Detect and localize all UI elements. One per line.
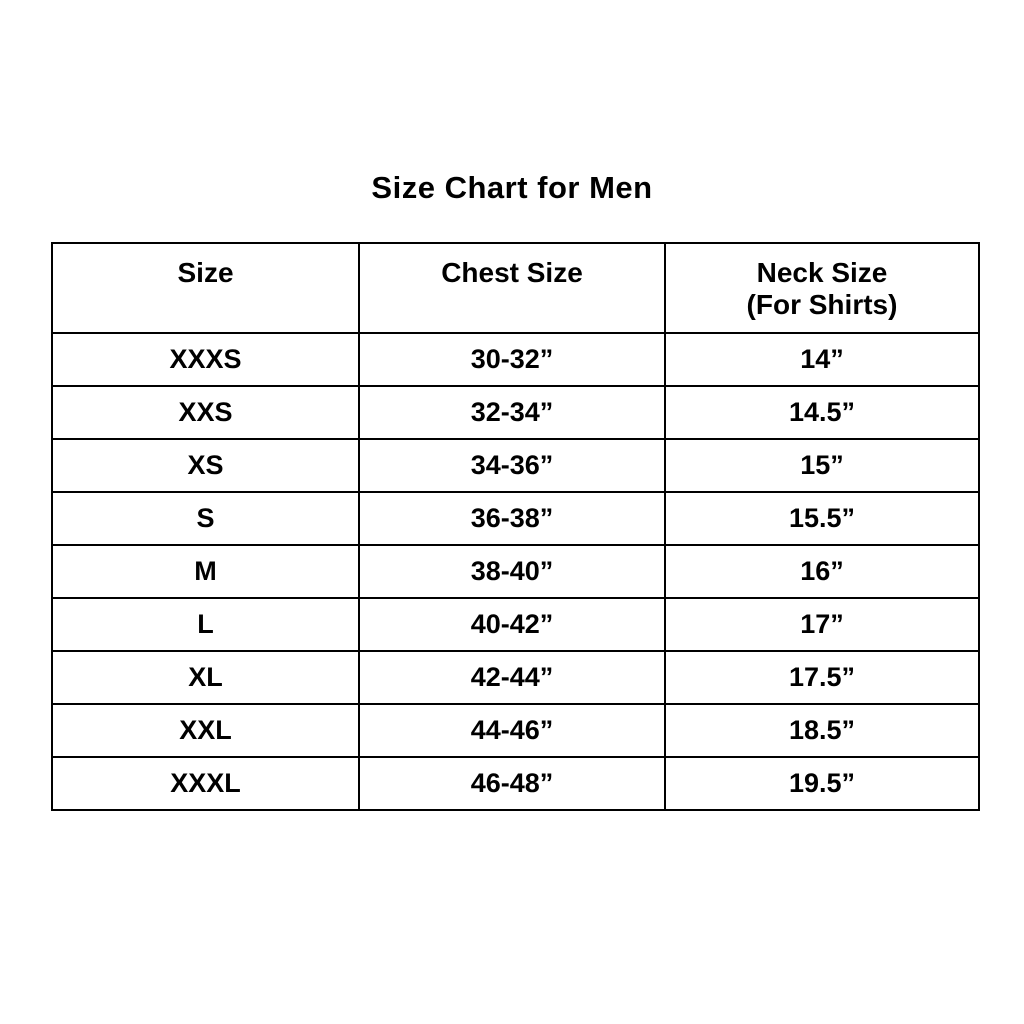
neck-size-cell: 17” bbox=[664, 597, 980, 652]
column-header-neck-size: Neck Size (For Shirts) bbox=[664, 242, 980, 334]
table-row: L 40-42” 17” bbox=[51, 597, 980, 652]
neck-size-cell: 14.5” bbox=[664, 385, 980, 440]
chest-size-cell: 46-48” bbox=[358, 756, 666, 811]
table-row: XXL 44-46” 18.5” bbox=[51, 703, 980, 758]
chest-size-cell: 42-44” bbox=[358, 650, 666, 705]
chest-size-cell: 34-36” bbox=[358, 438, 666, 493]
table-row: M 38-40” 16” bbox=[51, 544, 980, 599]
size-cell: S bbox=[51, 491, 360, 546]
column-header-label: Size bbox=[177, 257, 234, 288]
column-header-label: Neck Size bbox=[756, 257, 888, 288]
neck-size-cell: 18.5” bbox=[664, 703, 980, 758]
neck-size-cell: 16” bbox=[664, 544, 980, 599]
column-header-sublabel: (For Shirts) bbox=[746, 289, 898, 321]
size-cell: XXXS bbox=[51, 332, 360, 387]
size-cell: XXL bbox=[51, 703, 360, 758]
table-row: XXXL 46-48” 19.5” bbox=[51, 756, 980, 811]
size-cell: XXS bbox=[51, 385, 360, 440]
table-row: XXXS 30-32” 14” bbox=[51, 332, 980, 387]
table-row: XXS 32-34” 14.5” bbox=[51, 385, 980, 440]
neck-size-cell: 15” bbox=[664, 438, 980, 493]
chest-size-cell: 30-32” bbox=[358, 332, 666, 387]
chest-size-cell: 32-34” bbox=[358, 385, 666, 440]
table-row: XS 34-36” 15” bbox=[51, 438, 980, 493]
table-row: XL 42-44” 17.5” bbox=[51, 650, 980, 705]
column-header-label: Chest Size bbox=[441, 257, 583, 288]
table-header-row: Size Chest Size Neck Size (For Shirts) bbox=[51, 242, 980, 334]
size-cell: M bbox=[51, 544, 360, 599]
size-cell: XL bbox=[51, 650, 360, 705]
chest-size-cell: 38-40” bbox=[358, 544, 666, 599]
page-title: Size Chart for Men bbox=[371, 170, 653, 205]
size-cell: L bbox=[51, 597, 360, 652]
chest-size-cell: 44-46” bbox=[358, 703, 666, 758]
neck-size-cell: 17.5” bbox=[664, 650, 980, 705]
chest-size-cell: 40-42” bbox=[358, 597, 666, 652]
neck-size-cell: 15.5” bbox=[664, 491, 980, 546]
size-cell: XXXL bbox=[51, 756, 360, 811]
table-body: XXXS 30-32” 14” XXS 32-34” 14.5” XS 34-3… bbox=[51, 332, 980, 811]
chest-size-cell: 36-38” bbox=[358, 491, 666, 546]
neck-size-cell: 14” bbox=[664, 332, 980, 387]
column-header-chest-size: Chest Size bbox=[358, 242, 666, 334]
size-chart-table: Size Chest Size Neck Size (For Shirts) X… bbox=[51, 242, 980, 811]
column-header-size: Size bbox=[51, 242, 360, 334]
size-cell: XS bbox=[51, 438, 360, 493]
neck-size-cell: 19.5” bbox=[664, 756, 980, 811]
table-row: S 36-38” 15.5” bbox=[51, 491, 980, 546]
